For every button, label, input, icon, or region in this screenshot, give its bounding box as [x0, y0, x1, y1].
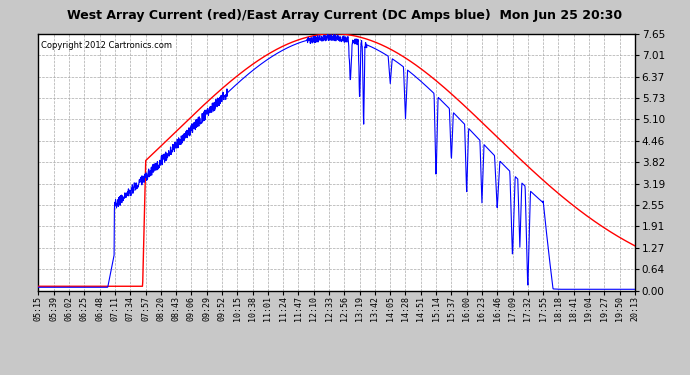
- Text: West Array Current (red)/East Array Current (DC Amps blue)  Mon Jun 25 20:30: West Array Current (red)/East Array Curr…: [68, 9, 622, 22]
- Text: Copyright 2012 Cartronics.com: Copyright 2012 Cartronics.com: [41, 42, 172, 51]
